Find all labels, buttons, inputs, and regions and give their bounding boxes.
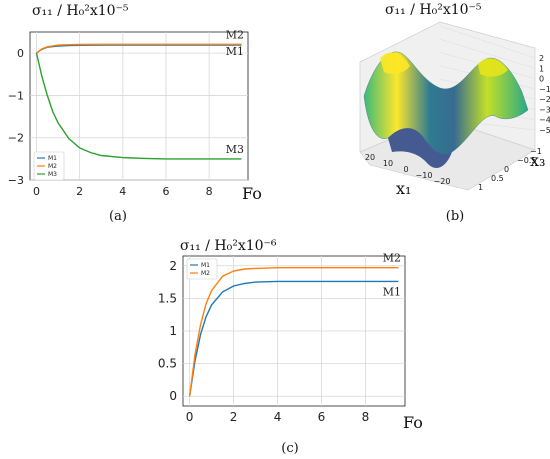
- c-xtick-label: 0: [186, 410, 194, 424]
- a-xtick-label: 8: [206, 185, 213, 198]
- a-ytick-label: −1: [8, 89, 24, 102]
- b-xtick-label: 20: [365, 153, 375, 162]
- a-xtick-label: 0: [33, 185, 40, 198]
- b-ztick-label: −5: [539, 126, 550, 135]
- a-xtick-label: 4: [119, 185, 126, 198]
- b-ytick-label: −0.5: [517, 156, 536, 165]
- b-xtick-label: −10: [416, 171, 433, 180]
- b-ztick-label: −2: [539, 95, 550, 104]
- c-xtick-label: 6: [318, 410, 326, 424]
- a-legend-label-m3: M3: [48, 171, 57, 178]
- c-series-m2: [188, 267, 399, 397]
- panel-c-title: σ₁₁ / H₀²x10⁻⁶: [180, 238, 277, 254]
- panel-b-ylabel: x₃: [530, 151, 545, 170]
- c-line-label-m2: M2: [383, 252, 401, 265]
- a-line-label-m2: M2: [226, 28, 244, 41]
- panel-c-caption: (c): [281, 441, 298, 456]
- c-xtick-label: 4: [274, 410, 282, 424]
- b-ytick-label: 1: [478, 183, 483, 192]
- panel-b-surface-peak-left: [380, 52, 410, 74]
- a-legend-label-m1: M1: [48, 155, 57, 162]
- panel-c-line-labels: M2 M1: [383, 252, 401, 299]
- b-ztick-label: 1: [539, 64, 544, 73]
- b-xtick-label: 0: [403, 165, 408, 174]
- panel-b-caption: (b): [446, 209, 464, 224]
- c-line-label-m1: M1: [383, 285, 401, 298]
- b-ytick-label: 0: [504, 165, 509, 174]
- panel-c-lines: [188, 267, 399, 397]
- b-ztick-label: 0: [539, 75, 544, 84]
- a-line-label-m3: M3: [226, 143, 244, 156]
- c-ytick-label: 0.5: [158, 357, 177, 371]
- b-xtick-label: 10: [383, 159, 393, 168]
- panel-a-lines: [35, 43, 242, 160]
- panel-b-surface-trough: [388, 128, 452, 168]
- a-xtick-label: 6: [162, 185, 169, 198]
- c-legend-box: [186, 258, 218, 280]
- panel-b-title: σ₁₁ / H₀²x10⁻⁵: [385, 2, 482, 18]
- panel-a-frame: [29, 31, 249, 181]
- panel-a-title: σ₁₁ / H₀²x10⁻⁵: [32, 3, 129, 19]
- c-ytick-label: 0: [169, 389, 177, 403]
- a-legend-box: [33, 151, 65, 181]
- c-ytick-label: 2: [169, 259, 177, 273]
- panel-b: σ₁₁ / H₀²x10⁻⁵ 210−1−2−3−4−520100−10−201…: [359, 2, 550, 224]
- a-ytick-label: −3: [8, 174, 24, 187]
- panel-a-caption: (a): [109, 209, 127, 224]
- a-line-label-m1: M1: [226, 45, 244, 58]
- c-xtick-label: 2: [230, 410, 238, 424]
- panel-c-ticks: 0 2 4 6 8 0 0.5 1 1.5 2: [158, 259, 369, 424]
- b-ytick-label: −1: [530, 147, 542, 156]
- a-legend-label-m2: M2: [48, 163, 57, 170]
- c-legend-label-m1: M1: [201, 262, 210, 269]
- b-ytick-label: 0.5: [491, 174, 504, 183]
- panel-a-line-labels: M2 M1 M3: [226, 28, 244, 156]
- b-ztick-label: −4: [539, 116, 550, 125]
- panel-a-xlabel: Fo: [242, 184, 262, 203]
- panel-a-ticks: 0 2 4 6 8 0 −1 −2 −3: [8, 47, 213, 198]
- b-ztick-label: 2: [539, 54, 544, 63]
- c-xtick-label: 8: [362, 410, 370, 424]
- b-ztick-label: −3: [539, 105, 550, 114]
- c-series-m1: [188, 280, 399, 397]
- b-zgrid: [439, 39, 536, 69]
- b-zgrid: [439, 25, 536, 59]
- a-series-m3: [35, 52, 242, 160]
- c-ytick-label: 1: [169, 324, 177, 338]
- panel-c-grid: [183, 256, 405, 406]
- a-ytick-label: −2: [8, 132, 24, 145]
- c-ytick-label: 1.5: [158, 291, 177, 305]
- panel-b-xlabel: x₁: [396, 179, 411, 198]
- c-legend-label-m2: M2: [201, 270, 210, 277]
- a-xtick-label: 2: [76, 185, 83, 198]
- b-ztick-label: −1: [539, 85, 550, 94]
- panel-c-xlabel: Fo: [403, 413, 423, 432]
- panel-b-surface-peak-right: [478, 58, 508, 77]
- a-ytick-label: 0: [17, 47, 24, 60]
- a-series-m2: [36, 43, 242, 54]
- b-xtick-label: −20: [434, 177, 451, 186]
